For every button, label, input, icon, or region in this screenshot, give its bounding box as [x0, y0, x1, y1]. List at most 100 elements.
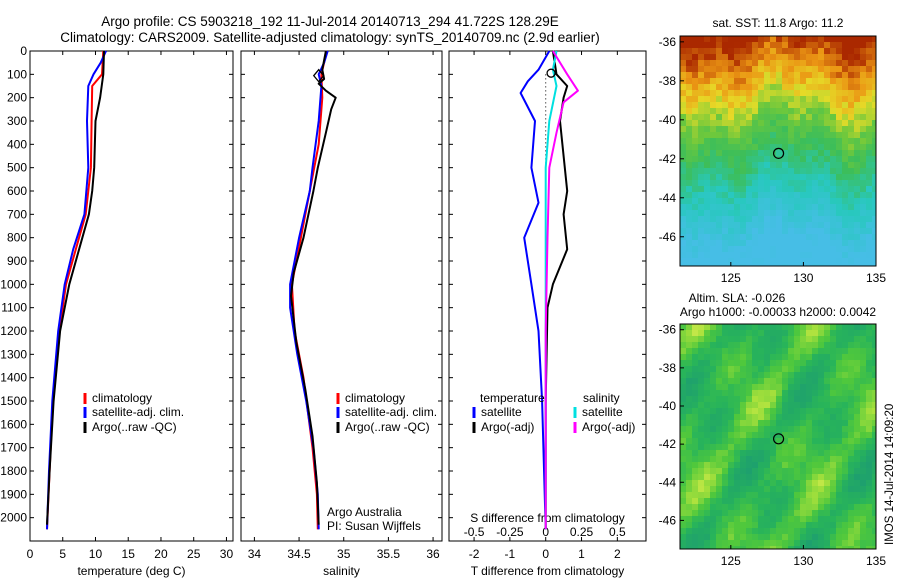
map-cell	[854, 60, 860, 66]
map-cell	[866, 228, 872, 234]
map-cell	[740, 420, 746, 426]
map-cell	[716, 150, 722, 156]
map-cell	[710, 450, 716, 456]
map-cell	[692, 336, 698, 342]
map-cell	[710, 498, 716, 504]
map-cell	[680, 174, 686, 180]
map-cell	[806, 72, 812, 78]
map-cell	[680, 510, 686, 516]
map-cell	[752, 216, 758, 222]
map-cell	[800, 162, 806, 168]
map-cell	[776, 498, 782, 504]
map-cell	[848, 330, 854, 336]
map-cell	[728, 480, 734, 486]
map-cell	[740, 414, 746, 420]
map-cell	[842, 372, 848, 378]
map-cell	[824, 480, 830, 486]
map-cell	[794, 456, 800, 462]
map-cell	[746, 366, 752, 372]
map-cell	[776, 66, 782, 72]
map-cell	[752, 504, 758, 510]
map-cell	[836, 522, 842, 528]
map-cell	[722, 150, 728, 156]
map-cell	[722, 264, 728, 266]
map-cell	[776, 360, 782, 366]
map-cell	[758, 162, 764, 168]
map-cell	[800, 378, 806, 384]
map-cell	[866, 522, 872, 528]
map-cell	[728, 510, 734, 516]
map-cell	[692, 456, 698, 462]
map-cell	[692, 36, 698, 42]
map-cell	[740, 228, 746, 234]
map-cell	[860, 468, 866, 474]
map-cell	[740, 522, 746, 528]
map-cell	[848, 114, 854, 120]
map-cell	[854, 48, 860, 54]
map-cell	[722, 522, 728, 528]
map-cell	[740, 138, 746, 144]
map-cell	[728, 102, 734, 108]
map-cell	[782, 174, 788, 180]
map-cell	[752, 78, 758, 84]
map-cell	[866, 144, 872, 150]
map-cell	[764, 192, 770, 198]
map-cell	[854, 372, 860, 378]
map-cell	[716, 342, 722, 348]
map-cell	[758, 540, 764, 546]
map-cell	[710, 510, 716, 516]
map-cell	[734, 198, 740, 204]
map-cell	[788, 54, 794, 60]
map-cell	[800, 156, 806, 162]
map-cell	[776, 378, 782, 384]
map-cell	[848, 498, 854, 504]
map-cell	[872, 450, 876, 456]
map-cell	[836, 540, 842, 546]
map-cell	[734, 522, 740, 528]
map-cell	[770, 450, 776, 456]
map-cell	[830, 84, 836, 90]
map-cell	[806, 468, 812, 474]
map-cell	[698, 216, 704, 222]
map-cell	[722, 234, 728, 240]
map-cell	[872, 258, 876, 264]
map-cell	[698, 60, 704, 66]
map-cell	[824, 504, 830, 510]
map-cell	[800, 426, 806, 432]
map-cell	[830, 198, 836, 204]
map-cell	[752, 126, 758, 132]
map-cell	[764, 354, 770, 360]
map-cell	[794, 78, 800, 84]
map-cell	[728, 180, 734, 186]
map-cell	[734, 102, 740, 108]
map-cell	[818, 66, 824, 72]
map-cell	[734, 510, 740, 516]
map-cell	[848, 192, 854, 198]
lat-tick-label: -36	[659, 35, 677, 49]
map-cell	[734, 108, 740, 114]
map-cell	[680, 204, 686, 210]
map-cell	[782, 420, 788, 426]
map-cell	[746, 414, 752, 420]
map-cell	[836, 210, 842, 216]
map-cell	[824, 162, 830, 168]
map-cell	[830, 66, 836, 72]
map-cell	[698, 102, 704, 108]
depth-tick-label: 1400	[0, 371, 27, 385]
map-cell	[770, 546, 776, 549]
map-cell	[824, 54, 830, 60]
map-cell	[818, 396, 824, 402]
legend-argo-raw-label: Argo(..raw -QC)	[92, 420, 177, 434]
map-cell	[776, 234, 782, 240]
map-cell	[806, 480, 812, 486]
map-cell	[830, 546, 836, 549]
map-cell	[734, 96, 740, 102]
map-cell	[734, 420, 740, 426]
map-cell	[716, 456, 722, 462]
map-cell	[716, 402, 722, 408]
map-cell	[818, 492, 824, 498]
map-cell	[848, 444, 854, 450]
map-cell	[836, 174, 842, 180]
map-cell	[686, 180, 692, 186]
map-cell	[794, 204, 800, 210]
